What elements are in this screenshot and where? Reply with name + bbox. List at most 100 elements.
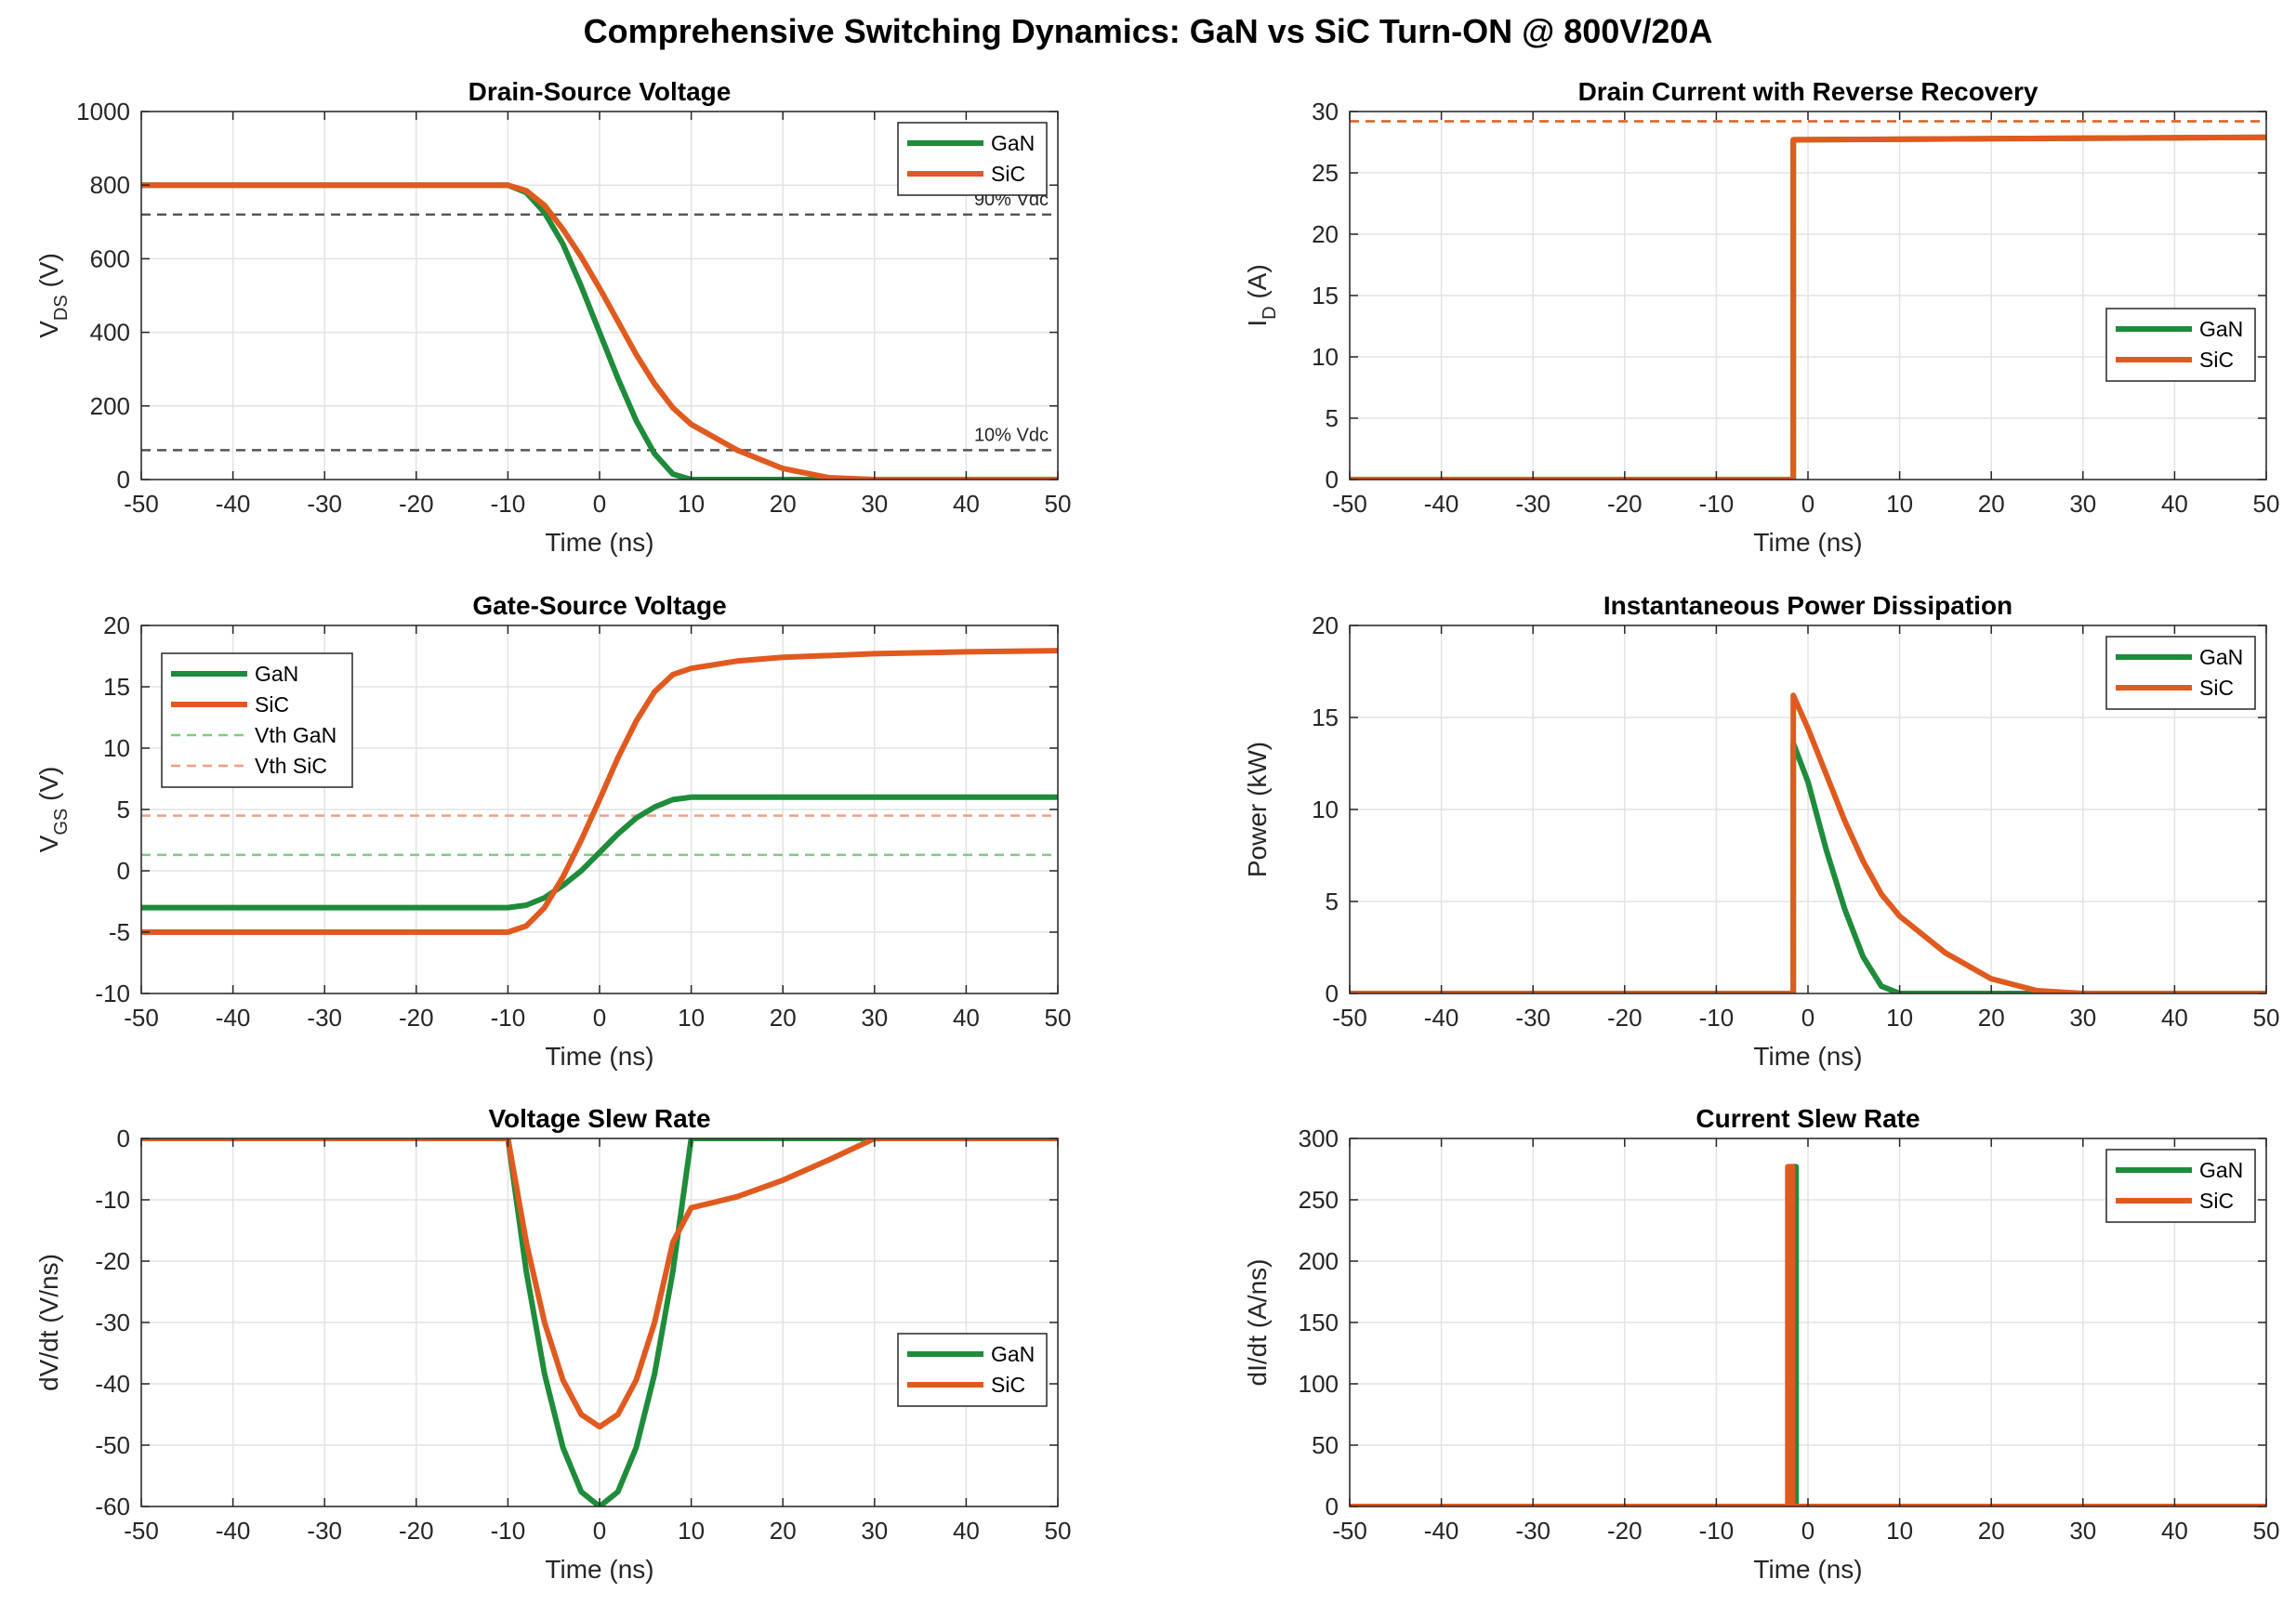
- y-tick-label: 20: [1312, 220, 1339, 248]
- subplot-power: -50 -40 -30 -20 -10 0 10 20 30 40 50 0 5 10 15 20 Instan…: [1243, 591, 2279, 1071]
- legend: GaN SiC: [2105, 308, 2256, 382]
- series-line-sic: [141, 1138, 1058, 1430]
- ticks: -50 -40 -30 -20 -10 0 10 20 30 40 50 0 5 10 15 20 25 30: [1312, 98, 2279, 518]
- legend-label: GaN: [2199, 645, 2243, 669]
- x-tick-label: -50: [124, 1004, 159, 1032]
- y-tick-label: 800: [90, 171, 130, 199]
- x-tick-label: 10: [1886, 1004, 1913, 1032]
- x-tick-label: 30: [2069, 1004, 2096, 1032]
- series-line-gan: [141, 1138, 1058, 1506]
- subplot-id: -50 -40 -30 -20 -10 0 10 20 30 40 50 0 5 10 15 20 25 30 Dr…: [1243, 77, 2279, 557]
- x-tick-label: 50: [1045, 1517, 1072, 1545]
- series-group: [1350, 134, 2266, 480]
- y-tick-label: 300: [1299, 1125, 1339, 1152]
- y-tick-label: 0: [117, 1125, 130, 1152]
- legend-label: GaN: [2199, 317, 2243, 341]
- x-tick-label: -20: [1607, 1004, 1643, 1032]
- x-tick-label: 0: [593, 490, 606, 518]
- x-tick-label: -30: [307, 1517, 342, 1545]
- y-tick-label: 5: [117, 796, 130, 823]
- x-axis-label: Time (ns): [545, 1042, 653, 1071]
- series-line-gan: [141, 794, 1058, 911]
- legend-label: GaN: [255, 662, 298, 686]
- y-axis-label-main: V: [34, 835, 63, 852]
- x-tick-label: -30: [307, 490, 342, 518]
- x-tick-label: 10: [1886, 1517, 1913, 1545]
- x-tick-label: 0: [593, 1004, 606, 1032]
- series-group: [141, 648, 1058, 935]
- legend-label: GaN: [991, 1342, 1035, 1366]
- subplot-title: Voltage Slew Rate: [488, 1104, 710, 1133]
- x-tick-label: -30: [307, 1004, 342, 1032]
- subplot-title: Instantaneous Power Dissipation: [1603, 591, 2012, 620]
- subplot-title: Drain-Source Voltage: [468, 77, 732, 106]
- y-tick-label: 200: [90, 392, 130, 420]
- x-tick-label: 0: [1801, 1517, 1814, 1545]
- legend-label: GaN: [991, 131, 1035, 155]
- y-tick-label: 10: [1312, 343, 1339, 371]
- x-tick-label: 40: [2161, 490, 2188, 518]
- y-tick-label: -5: [109, 918, 130, 946]
- x-tick-label: 10: [678, 1004, 705, 1032]
- y-tick-label: 150: [1299, 1309, 1339, 1336]
- y-tick-label: 1000: [76, 98, 130, 125]
- y-axis-label-unit: (A): [1243, 264, 1272, 306]
- y-tick-label: 25: [1312, 159, 1339, 187]
- y-axis-label-main: dI/dt (A/ns): [1243, 1259, 1272, 1387]
- x-tick-label: 50: [2253, 1004, 2280, 1032]
- y-tick-label: 0: [117, 857, 130, 885]
- x-tick-label: -10: [491, 490, 526, 518]
- y-tick-label: -30: [95, 1309, 130, 1336]
- series-line-sic: [141, 182, 1058, 480]
- y-tick-label: 200: [1299, 1247, 1339, 1275]
- x-tick-label: -40: [216, 1004, 251, 1032]
- series-group: [1350, 692, 2266, 993]
- y-tick-label: -10: [95, 980, 130, 1007]
- x-tick-label: 20: [1978, 1517, 2005, 1545]
- subplot-title: Current Slew Rate: [1696, 1104, 1920, 1133]
- x-tick-label: -40: [1424, 490, 1459, 518]
- ticks: -50 -40 -30 -20 -10 0 10 20 30 40 50-60-50-40-30-2…: [95, 1125, 1071, 1545]
- x-axis-label: Time (ns): [1753, 1042, 1862, 1071]
- legend-box: [2105, 1149, 2256, 1223]
- subplot-didt: -50 -40 -30 -20 -10 0 10 20 30 40 50 0 50 100 150 200 25…: [1243, 1104, 2279, 1584]
- y-tick-label: -60: [95, 1493, 130, 1520]
- legend-label: SiC: [2199, 676, 2234, 700]
- y-tick-label: -50: [95, 1431, 130, 1459]
- legend: GaN SiC Vth GaN Vth SiC: [161, 652, 353, 788]
- y-axis-label: VGS (V): [34, 767, 72, 853]
- x-tick-label: 30: [861, 490, 888, 518]
- x-tick-label: 20: [770, 1517, 797, 1545]
- x-axis-label: Time (ns): [545, 528, 653, 557]
- x-tick-label: 10: [678, 490, 705, 518]
- x-tick-label: 50: [1045, 1004, 1072, 1032]
- legend: GaN SiC: [2105, 636, 2256, 710]
- x-tick-label: 10: [678, 1517, 705, 1545]
- x-tick-label: -30: [1515, 490, 1550, 518]
- x-tick-label: 20: [1978, 490, 2005, 518]
- x-tick-label: -20: [399, 490, 434, 518]
- y-axis-label-unit: (V): [34, 253, 63, 295]
- ticks: -50 -40 -30 -20 -10 0 10 20 30 40 50 0 200 400 600 800 1…: [76, 98, 1071, 518]
- x-axis-label: Time (ns): [1753, 1555, 1862, 1584]
- y-axis-label-subscript: D: [1260, 306, 1280, 319]
- x-tick-label: -10: [1699, 1517, 1735, 1545]
- x-tick-label: 30: [861, 1517, 888, 1545]
- y-tick-label: 15: [103, 673, 130, 701]
- y-tick-label: 20: [1312, 612, 1339, 639]
- x-tick-label: -50: [1332, 490, 1367, 518]
- x-tick-label: 40: [953, 1004, 980, 1032]
- y-tick-label: 20: [103, 612, 130, 639]
- series-group: [141, 1138, 1058, 1506]
- y-axis-label-main: V: [34, 321, 63, 338]
- series-line-sic: [1350, 692, 2266, 993]
- y-tick-label: 30: [1312, 98, 1339, 125]
- x-tick-label: -40: [216, 490, 251, 518]
- x-tick-label: 50: [1045, 490, 1072, 518]
- x-tick-label: 50: [2253, 1517, 2280, 1545]
- x-tick-label: 0: [1801, 490, 1814, 518]
- legend: GaN SiC: [2105, 1149, 2256, 1223]
